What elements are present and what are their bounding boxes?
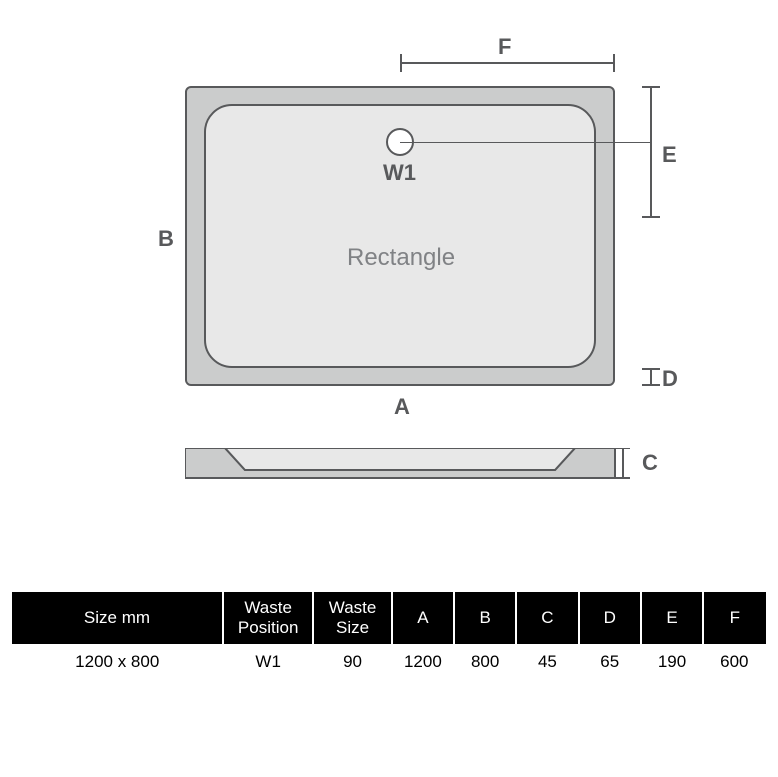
dim-line-f <box>400 62 615 64</box>
td-waste-position: W1 <box>223 644 313 680</box>
dim-tick <box>642 86 660 88</box>
td-e: 190 <box>641 644 703 680</box>
th-a: A <box>392 592 454 644</box>
dim-tick <box>642 368 660 370</box>
th-f: F <box>703 592 765 644</box>
th-d: D <box>579 592 641 644</box>
th-c: C <box>516 592 578 644</box>
td-b: 800 <box>454 644 516 680</box>
td-size: 1200 x 800 <box>12 644 223 680</box>
tray-side-profile <box>185 448 630 482</box>
dim-tick <box>613 54 615 72</box>
table-row: 1200 x 800 W1 90 1200 800 45 65 190 600 <box>12 644 766 680</box>
dim-label-e: E <box>662 142 677 168</box>
td-d: 65 <box>579 644 641 680</box>
th-size: Size mm <box>12 592 223 644</box>
th-waste-size: WasteSize <box>313 592 391 644</box>
th-waste-position: WastePosition <box>223 592 313 644</box>
waste-guide-line <box>400 142 650 143</box>
td-c: 45 <box>516 644 578 680</box>
waste-label: W1 <box>383 160 416 186</box>
table-header-row: Size mm WastePosition WasteSize A B C D … <box>12 592 766 644</box>
dim-tick <box>642 216 660 218</box>
dimensions-table: Size mm WastePosition WasteSize A B C D … <box>12 592 766 680</box>
dim-label-d: D <box>662 366 678 392</box>
td-waste-size: 90 <box>313 644 391 680</box>
dim-label-c: C <box>642 450 658 476</box>
shape-label: Rectangle <box>347 244 455 272</box>
dim-line-e <box>650 86 652 218</box>
dim-label-b: B <box>158 226 174 252</box>
dim-tick <box>400 54 402 72</box>
technical-diagram: F W1 Rectangle E D B A C <box>0 30 778 560</box>
td-f: 600 <box>703 644 765 680</box>
dim-tick <box>642 384 660 386</box>
dim-label-a: A <box>394 394 410 420</box>
th-b: B <box>454 592 516 644</box>
td-a: 1200 <box>392 644 454 680</box>
dim-label-f: F <box>498 34 511 60</box>
th-e: E <box>641 592 703 644</box>
